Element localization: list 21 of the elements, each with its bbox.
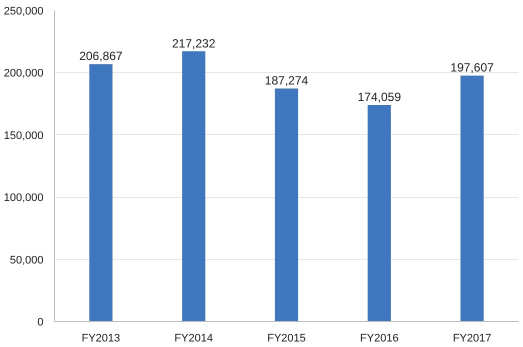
y-tick-label: 150,000 (4, 130, 44, 142)
y-tick-label: 50,000 (10, 254, 44, 266)
y-tick-label: 200,000 (4, 68, 44, 80)
y-tick-label: 250,000 (4, 6, 44, 18)
bar (89, 64, 112, 322)
data-label: 206,867 (79, 49, 123, 64)
data-label: 197,607 (450, 60, 494, 75)
bar (460, 76, 484, 322)
data-label: 187,274 (264, 74, 309, 88)
bar (368, 104, 391, 322)
bar (274, 88, 298, 322)
x-tick-label: FY2015 (267, 332, 306, 344)
x-tick-label: FY2017 (452, 332, 492, 344)
x-tick-label: FY2014 (174, 332, 213, 344)
x-tick-label: FY2013 (82, 332, 120, 344)
bar (182, 51, 206, 322)
x-tick-label: FY2016 (360, 332, 399, 344)
data-label: 174,059 (358, 90, 402, 104)
data-label: 217,232 (172, 36, 216, 50)
y-tick-label: 100,000 (4, 192, 44, 204)
y-tick-label: 0 (37, 316, 44, 328)
